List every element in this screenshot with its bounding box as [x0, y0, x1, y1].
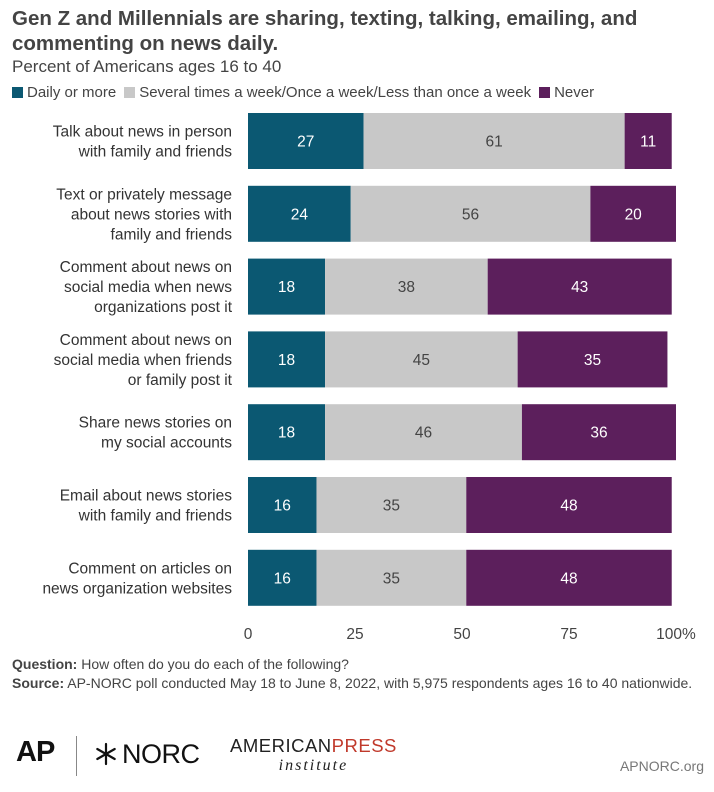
legend-swatch-weekly [124, 86, 136, 98]
data-label: 16 [274, 498, 291, 515]
bar-segment [590, 185, 676, 242]
data-label: 24 [291, 206, 309, 223]
data-label: 11 [640, 134, 656, 151]
bar-segment [248, 258, 326, 315]
bar-segment [487, 258, 672, 315]
legend-item-daily: Daily or more [12, 84, 116, 101]
source-text: AP-NORC poll conducted May 18 to June 8,… [67, 675, 693, 691]
question-label: Question: [12, 656, 78, 672]
ap-logo: AP [16, 736, 55, 768]
legend-label-never: Never [554, 83, 595, 101]
chart-title: Gen Z and Millennials are sharing, texti… [12, 7, 638, 55]
x-tick-label: 0 [244, 626, 253, 643]
data-label: 18 [278, 352, 295, 369]
data-label: 61 [485, 134, 502, 151]
data-label: 35 [383, 570, 400, 587]
source-note: Source: AP-NORC poll conducted May 18 to… [12, 674, 702, 693]
bar-segment [248, 331, 326, 388]
norc-logo: NORC [94, 734, 200, 774]
data-label: 18 [278, 279, 295, 296]
legend-swatch-never [539, 86, 551, 98]
x-tick-label: 75 [560, 626, 577, 643]
data-label: 16 [274, 570, 291, 587]
category-label: Talk about news in person with family and… [53, 124, 232, 161]
legend-label-daily: Daily or more [27, 83, 117, 101]
category-label: Comment about news on social media when n… [60, 259, 233, 316]
x-tick-label: 100% [656, 626, 696, 643]
data-label: 45 [413, 352, 430, 369]
data-label: 18 [278, 425, 295, 442]
data-label: 48 [560, 570, 577, 587]
data-label: 36 [590, 425, 607, 442]
legend-swatch-daily [12, 86, 23, 98]
bar-segment [350, 185, 591, 242]
data-label: 56 [462, 206, 479, 223]
data-label: 35 [584, 352, 601, 369]
api-logo-institute: institute [278, 757, 349, 774]
x-tick-label: 50 [453, 626, 471, 643]
legend: Daily or more Several times a week/Once … [12, 82, 602, 102]
bar-segment [325, 331, 518, 388]
data-label: 46 [415, 425, 432, 442]
bar-segment [363, 113, 625, 169]
bar-chart: Talk about news in person with family and… [42, 113, 696, 643]
data-label: 48 [560, 498, 577, 515]
category-label: Share news stories on my social accounts [79, 415, 233, 452]
api-logo-line1: AMERICANPRESS [230, 736, 397, 756]
bar-segment [325, 258, 488, 315]
bar-segment [316, 549, 467, 606]
chart-subtitle: Percent of Americans ages 16 to 40 [12, 57, 282, 76]
api-logo-press: PRESS [331, 735, 397, 756]
bar-segment [521, 404, 676, 461]
bar-segment [624, 113, 672, 169]
bar-segment [248, 477, 317, 533]
data-label: 43 [571, 279, 588, 296]
logo-divider [76, 736, 77, 776]
category-label: Comment on articles on news organization … [42, 560, 232, 597]
bar-segment [248, 404, 326, 461]
category-label: Comment about news on social media when f… [54, 332, 233, 389]
question-text: How often do you do each of the followin… [81, 656, 349, 672]
american-press-institute-logo: AMERICANPRESS institute [230, 736, 397, 776]
norc-logo-text: NORC [122, 738, 200, 769]
footer: AP NORC AMERICANPRESS institute APNORC.o… [0, 730, 714, 792]
bar-segment [248, 185, 351, 242]
legend-item-never: Never [539, 84, 594, 101]
bar-segment [325, 404, 522, 461]
bar-segment [248, 549, 317, 606]
data-label: 20 [625, 206, 643, 223]
x-tick-label: 25 [346, 626, 363, 643]
site-link[interactable]: APNORC.org [619, 758, 704, 774]
data-label: 27 [297, 134, 314, 151]
bar-segment [316, 477, 467, 533]
legend-item-weekly: Several times a week/Once a week/Less th… [124, 84, 531, 101]
source-label: Source: [12, 675, 65, 691]
bar-segment [466, 549, 672, 606]
bar-segment [517, 331, 668, 388]
data-label: 38 [398, 279, 415, 296]
norc-star-icon [96, 742, 116, 766]
data-label: 35 [383, 498, 400, 515]
category-label: Text or privately message about news stor… [56, 186, 232, 243]
legend-label-weekly: Several times a week/Once a week/Less th… [139, 83, 532, 101]
question-note: Question: How often do you do each of th… [12, 655, 702, 674]
notes: Question: How often do you do each of th… [12, 655, 702, 693]
api-logo-american: AMERICAN [230, 735, 332, 756]
category-label: Email about news stories with family and … [60, 488, 233, 525]
bar-segment [466, 477, 672, 533]
bar-segment [248, 113, 364, 169]
